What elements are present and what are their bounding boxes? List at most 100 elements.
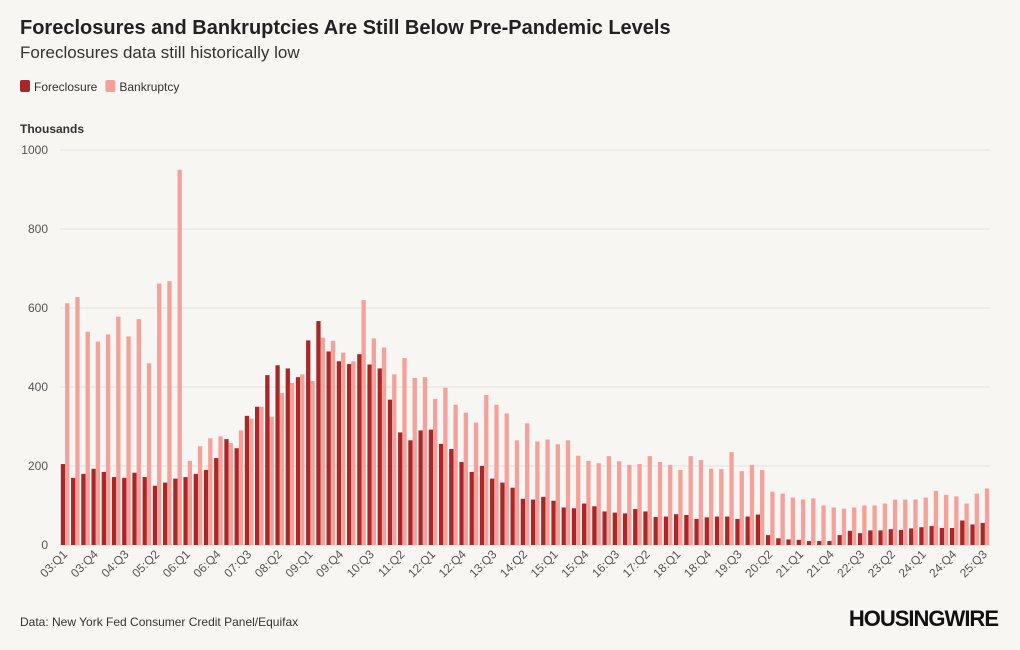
bar [167, 281, 172, 545]
bar [765, 535, 771, 545]
bar [827, 541, 832, 545]
bar [551, 500, 556, 545]
bar [954, 496, 959, 545]
bar [668, 464, 673, 545]
bar [408, 440, 413, 545]
bar [576, 455, 581, 545]
bar [970, 524, 975, 545]
bar [310, 381, 315, 545]
bar [116, 316, 121, 545]
bar [351, 361, 356, 545]
bar [637, 464, 642, 545]
bar [872, 505, 877, 545]
bar [265, 375, 270, 545]
bar [438, 443, 444, 545]
legend-swatch [105, 80, 116, 92]
bar [841, 508, 847, 545]
bar [868, 530, 873, 545]
bar [279, 392, 285, 545]
bar [341, 352, 346, 545]
bar [545, 439, 550, 545]
bar [357, 354, 362, 545]
bar [101, 471, 106, 545]
bar [402, 358, 407, 545]
bar [142, 477, 147, 545]
bar [535, 441, 540, 545]
legend-label: Bankruptcy [119, 80, 179, 94]
chart-subtitle: Foreclosures data still historically low [20, 43, 300, 62]
bar [612, 512, 617, 545]
bar [735, 518, 740, 545]
bar [837, 535, 842, 545]
bar [224, 439, 229, 545]
bar [980, 522, 985, 545]
bar [892, 499, 898, 545]
bar [622, 513, 628, 545]
bar [490, 478, 495, 545]
bar [295, 377, 301, 545]
bar [745, 516, 750, 545]
bar [387, 399, 393, 545]
bar [739, 471, 744, 545]
bar [596, 463, 601, 545]
bar [422, 377, 428, 545]
bar [909, 528, 914, 545]
y-tick-label: 1000 [21, 143, 48, 157]
bar [725, 516, 730, 545]
bar [831, 507, 836, 545]
y-tick-label: 600 [28, 301, 48, 315]
bar [500, 482, 505, 545]
y-tick-label: 0 [41, 538, 48, 552]
bar [254, 406, 260, 545]
bar [228, 443, 233, 545]
bar [714, 516, 720, 545]
bar [606, 456, 612, 545]
bar [541, 496, 546, 545]
bar [197, 446, 203, 545]
bar [60, 464, 66, 545]
bar [65, 303, 70, 545]
bar [949, 528, 955, 545]
bar [964, 503, 969, 545]
bar [326, 351, 331, 545]
bar [367, 364, 372, 545]
bar [218, 436, 223, 545]
bar [627, 464, 632, 545]
bar [146, 363, 152, 545]
bar [684, 514, 689, 545]
bar [122, 477, 127, 545]
bar [514, 440, 520, 545]
bar [708, 468, 714, 545]
bar [126, 336, 131, 545]
bar [75, 296, 80, 545]
bar [238, 430, 244, 545]
bar [214, 458, 219, 545]
bar [688, 456, 693, 545]
bar [719, 469, 724, 545]
bar [647, 456, 652, 545]
bar [520, 498, 525, 545]
bar [919, 527, 924, 545]
source: Data: New York Fed Consumer Credit Panel… [20, 615, 298, 629]
bar [698, 460, 704, 545]
bar [530, 499, 536, 545]
bar [428, 429, 434, 545]
bar [132, 472, 137, 545]
bar [157, 283, 162, 545]
bar [806, 541, 812, 545]
bar [796, 539, 801, 545]
bar [974, 493, 979, 545]
bar [136, 319, 141, 545]
bar [418, 430, 423, 545]
bar [811, 498, 816, 545]
bar [494, 404, 499, 545]
bar [111, 477, 117, 545]
bar [316, 321, 321, 545]
bar [704, 517, 709, 545]
bar [888, 529, 893, 545]
bar [183, 477, 188, 545]
bar [453, 404, 458, 545]
bar [582, 503, 587, 545]
bar [633, 509, 638, 545]
